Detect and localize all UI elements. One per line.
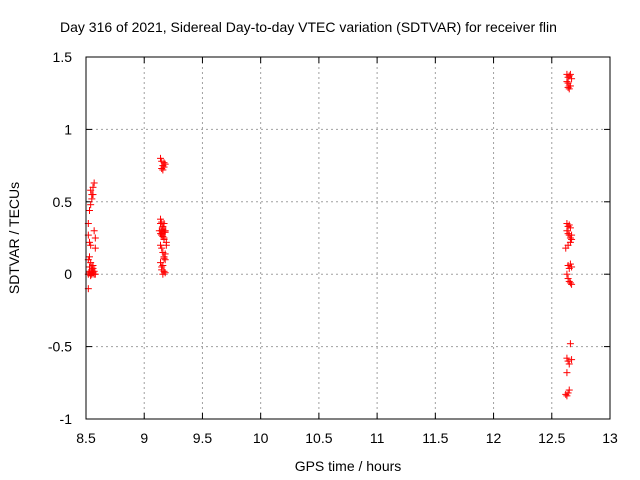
data-point bbox=[565, 386, 573, 394]
x-tick-label: 12.5 bbox=[538, 430, 565, 446]
data-point bbox=[159, 262, 167, 270]
data-point bbox=[563, 78, 571, 86]
data-point bbox=[566, 238, 574, 246]
x-tick-label: 13 bbox=[602, 430, 618, 446]
data-point bbox=[568, 75, 576, 83]
data-point bbox=[563, 227, 571, 235]
x-tick-labels: 8.5 9 9.5 10 10.5 11 11.5 12 12.5 13 bbox=[76, 430, 618, 446]
data-point bbox=[565, 85, 573, 93]
x-axis-label: GPS time / hours bbox=[295, 458, 402, 474]
data-point bbox=[91, 270, 99, 278]
data-point bbox=[161, 160, 169, 168]
data-point bbox=[564, 357, 572, 365]
data-point bbox=[566, 279, 574, 287]
data-point bbox=[91, 244, 99, 252]
data-point bbox=[87, 241, 95, 249]
data-point bbox=[565, 221, 573, 229]
data-points bbox=[84, 70, 576, 400]
x-tick-label: 10 bbox=[253, 430, 269, 446]
data-point bbox=[566, 260, 574, 268]
y-tick-label: -1 bbox=[60, 411, 73, 427]
data-point bbox=[562, 390, 570, 398]
data-point bbox=[88, 195, 96, 203]
data-point bbox=[568, 263, 576, 271]
chart-title: Day 316 of 2021, Sidereal Day-to-day VTE… bbox=[60, 19, 557, 35]
x-tick-label: 10.5 bbox=[305, 430, 332, 446]
data-point bbox=[161, 250, 169, 258]
data-point bbox=[563, 392, 571, 400]
data-point bbox=[157, 220, 165, 228]
data-point bbox=[87, 186, 95, 194]
y-tick-label: 1.5 bbox=[53, 49, 73, 65]
data-point bbox=[85, 253, 93, 261]
y-tick-label: 0.5 bbox=[53, 194, 73, 210]
data-point bbox=[563, 270, 571, 278]
data-point bbox=[563, 354, 571, 362]
data-point bbox=[160, 254, 168, 262]
y-tick-label: 1 bbox=[64, 121, 72, 137]
data-point bbox=[566, 224, 574, 232]
data-point bbox=[85, 238, 93, 246]
data-point bbox=[88, 266, 96, 274]
data-point bbox=[563, 369, 571, 377]
data-point bbox=[91, 234, 99, 242]
x-tick-label: 11.5 bbox=[422, 430, 448, 446]
y-tick-label: 0 bbox=[64, 266, 72, 282]
data-point bbox=[568, 356, 576, 364]
data-point bbox=[89, 264, 97, 272]
data-point bbox=[158, 244, 166, 252]
data-point bbox=[157, 154, 165, 162]
data-point bbox=[87, 201, 95, 209]
x-tick-label: 9 bbox=[140, 430, 148, 446]
grid-layer bbox=[86, 57, 610, 419]
data-point bbox=[566, 70, 574, 78]
data-point bbox=[161, 269, 169, 277]
data-point bbox=[160, 267, 168, 275]
data-point bbox=[90, 179, 98, 187]
data-point bbox=[565, 360, 573, 368]
data-point bbox=[158, 164, 166, 172]
data-point bbox=[159, 166, 167, 174]
data-point bbox=[90, 227, 98, 235]
data-point bbox=[160, 159, 168, 167]
data-point bbox=[568, 280, 576, 288]
data-point bbox=[568, 235, 576, 243]
data-point bbox=[566, 340, 574, 348]
plot-frame bbox=[85, 56, 611, 420]
data-point bbox=[89, 191, 97, 199]
data-point bbox=[566, 82, 574, 90]
data-point bbox=[564, 275, 572, 283]
y-tick-label: -0.5 bbox=[48, 339, 72, 355]
data-point bbox=[159, 225, 167, 233]
data-point bbox=[85, 206, 93, 214]
data-point bbox=[160, 228, 168, 236]
x-tick-label: 8.5 bbox=[76, 430, 96, 446]
y-tick-labels: -1 -0.5 0 0.5 1 1.5 bbox=[48, 49, 72, 427]
data-point bbox=[159, 233, 167, 241]
x-tick-label: 9.5 bbox=[193, 430, 213, 446]
data-point bbox=[87, 272, 95, 280]
x-tick-label: 12 bbox=[486, 430, 502, 446]
y-axis-label: SDTVAR / TECUs bbox=[6, 182, 22, 294]
x-tick-label: 11 bbox=[370, 430, 385, 446]
data-point bbox=[564, 230, 572, 238]
data-point bbox=[160, 235, 168, 243]
